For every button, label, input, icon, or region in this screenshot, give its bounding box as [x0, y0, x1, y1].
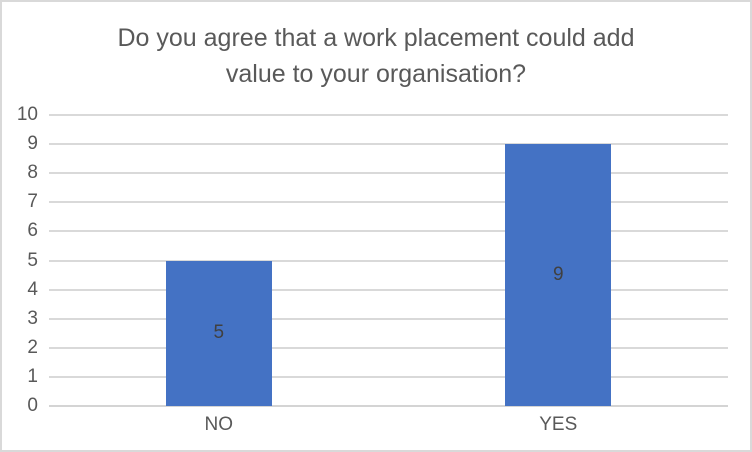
- data-label: 5: [213, 322, 225, 344]
- gridline: [49, 259, 728, 262]
- gridline: [49, 346, 728, 349]
- gridline: [49, 317, 728, 320]
- y-tick-label: 2: [27, 336, 38, 358]
- data-label: 9: [552, 264, 564, 286]
- y-tick-label: 1: [27, 365, 38, 387]
- y-tick-label: 3: [27, 307, 38, 329]
- y-tick-label: 0: [27, 395, 38, 416]
- y-tick-label: 8: [27, 162, 38, 184]
- chart-title: Do you agree that a work placement could…: [2, 20, 750, 92]
- y-tick-label: 5: [27, 249, 38, 271]
- gridline: [49, 288, 728, 291]
- x-tick-label: NO: [204, 414, 234, 435]
- gridline: [49, 230, 728, 233]
- y-tick-label: 10: [16, 104, 38, 125]
- x-axis-line: [49, 405, 728, 407]
- chart-title-line-1: Do you agree that a work placement could…: [117, 24, 635, 52]
- chart-title-line-2: value to your organisation?: [225, 60, 527, 88]
- bar-no: 5: [165, 260, 272, 406]
- y-tick-label: 7: [27, 191, 38, 213]
- y-tick-label: 9: [27, 133, 38, 155]
- x-tick-label: YES: [539, 414, 578, 435]
- bar-yes: 9: [505, 144, 612, 406]
- gridline: [49, 172, 728, 175]
- gridline: [49, 201, 728, 204]
- y-tick-label: 6: [27, 220, 38, 242]
- gridline: [49, 143, 728, 146]
- gridline: [49, 114, 728, 116]
- gridline: [49, 375, 728, 378]
- y-tick-label: 4: [27, 278, 38, 300]
